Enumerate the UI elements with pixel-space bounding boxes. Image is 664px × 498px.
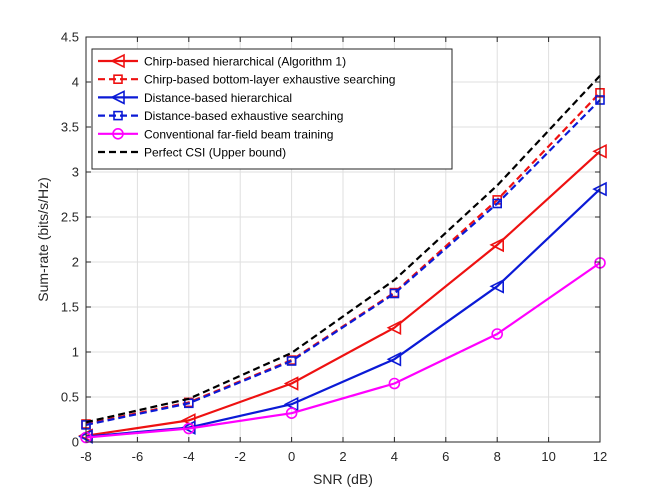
triangle-marker bbox=[110, 90, 125, 105]
x-tick-label: 2 bbox=[339, 449, 346, 464]
legend-item: Distance-based exhaustive searching bbox=[98, 109, 343, 123]
legend-label: Perfect CSI (Upper bound) bbox=[144, 146, 286, 160]
y-axis-label: Sum-rate (bits/s/Hz) bbox=[35, 177, 51, 301]
y-tick-label: 1 bbox=[72, 345, 79, 360]
circle-marker bbox=[388, 377, 401, 390]
y-tick-label: 2 bbox=[72, 255, 79, 270]
series-line bbox=[85, 99, 601, 426]
x-tick-label: 8 bbox=[494, 449, 501, 464]
series-line bbox=[85, 74, 601, 424]
x-tick-label: -8 bbox=[80, 449, 92, 464]
legend-label: Distance-based hierarchical bbox=[144, 91, 292, 105]
circle-marker bbox=[285, 407, 298, 420]
triangle-marker bbox=[283, 396, 299, 412]
series-line bbox=[85, 261, 601, 439]
square-marker bbox=[113, 110, 123, 121]
triangle-marker bbox=[489, 237, 505, 253]
legend-label: Distance-based exhaustive searching bbox=[144, 109, 343, 123]
legend-item: Chirp-based hierarchical (Algorithm 1) bbox=[98, 53, 346, 69]
triangle-marker bbox=[489, 279, 505, 294]
legend: Chirp-based hierarchical (Algorithm 1) Ch… bbox=[91, 48, 453, 170]
legend-label: Chirp-based hierarchical (Algorithm 1) bbox=[144, 55, 346, 69]
series-6 bbox=[85, 74, 601, 424]
x-tick-label: -2 bbox=[234, 449, 246, 464]
x-tick-label: -6 bbox=[132, 449, 144, 464]
square-marker bbox=[389, 288, 400, 299]
legend-label: Conventional far-field beam training bbox=[144, 127, 333, 141]
y-tick-label: 1.5 bbox=[61, 300, 79, 315]
y-tick-label: 0 bbox=[72, 435, 79, 450]
legend-item: Perfect CSI (Upper bound) bbox=[98, 146, 286, 160]
square-marker bbox=[492, 198, 503, 209]
circle-marker bbox=[183, 422, 195, 435]
y-tick-label: 3.5 bbox=[61, 120, 79, 135]
x-tick-label: 10 bbox=[541, 449, 555, 464]
y-tick-label: 4.5 bbox=[61, 30, 79, 45]
y-tick-label: 2.5 bbox=[61, 210, 79, 225]
x-tick-label: 4 bbox=[391, 449, 398, 464]
x-tick-label: 0 bbox=[288, 449, 295, 464]
series-line bbox=[85, 150, 601, 437]
ticks: -8 -6 -4 -2 0 2 4 6 8 10 12 0 0.5 1 1.5 2 2.5 3 3.5 4 4.5 bbox=[61, 30, 607, 465]
triangle-marker bbox=[283, 376, 299, 391]
triangle-marker bbox=[110, 53, 125, 69]
series-group bbox=[78, 74, 607, 444]
triangle-marker bbox=[386, 320, 402, 335]
x-tick-label: 6 bbox=[442, 449, 449, 464]
circle-marker bbox=[112, 128, 124, 140]
square-marker bbox=[113, 74, 123, 84]
x-tick-label: 12 bbox=[593, 449, 607, 464]
y-tick-label: 0.5 bbox=[61, 390, 79, 405]
legend-item: Distance-based hierarchical bbox=[98, 90, 292, 105]
y-tick-label: 4 bbox=[72, 75, 79, 90]
square-marker bbox=[286, 356, 297, 366]
legend-label: Chirp-based bottom-layer exhaustive sear… bbox=[144, 73, 395, 87]
series-5 bbox=[80, 257, 606, 444]
y-tick-label: 3 bbox=[72, 165, 79, 180]
triangle-marker bbox=[386, 351, 402, 367]
circle-marker bbox=[491, 328, 504, 340]
x-axis-label: SNR (dB) bbox=[313, 471, 373, 487]
legend-item: Chirp-based bottom-layer exhaustive sear… bbox=[98, 73, 395, 87]
legend-box bbox=[91, 48, 453, 170]
legend-item: Conventional far-field beam training bbox=[98, 127, 333, 141]
x-tick-label: -4 bbox=[183, 449, 195, 464]
